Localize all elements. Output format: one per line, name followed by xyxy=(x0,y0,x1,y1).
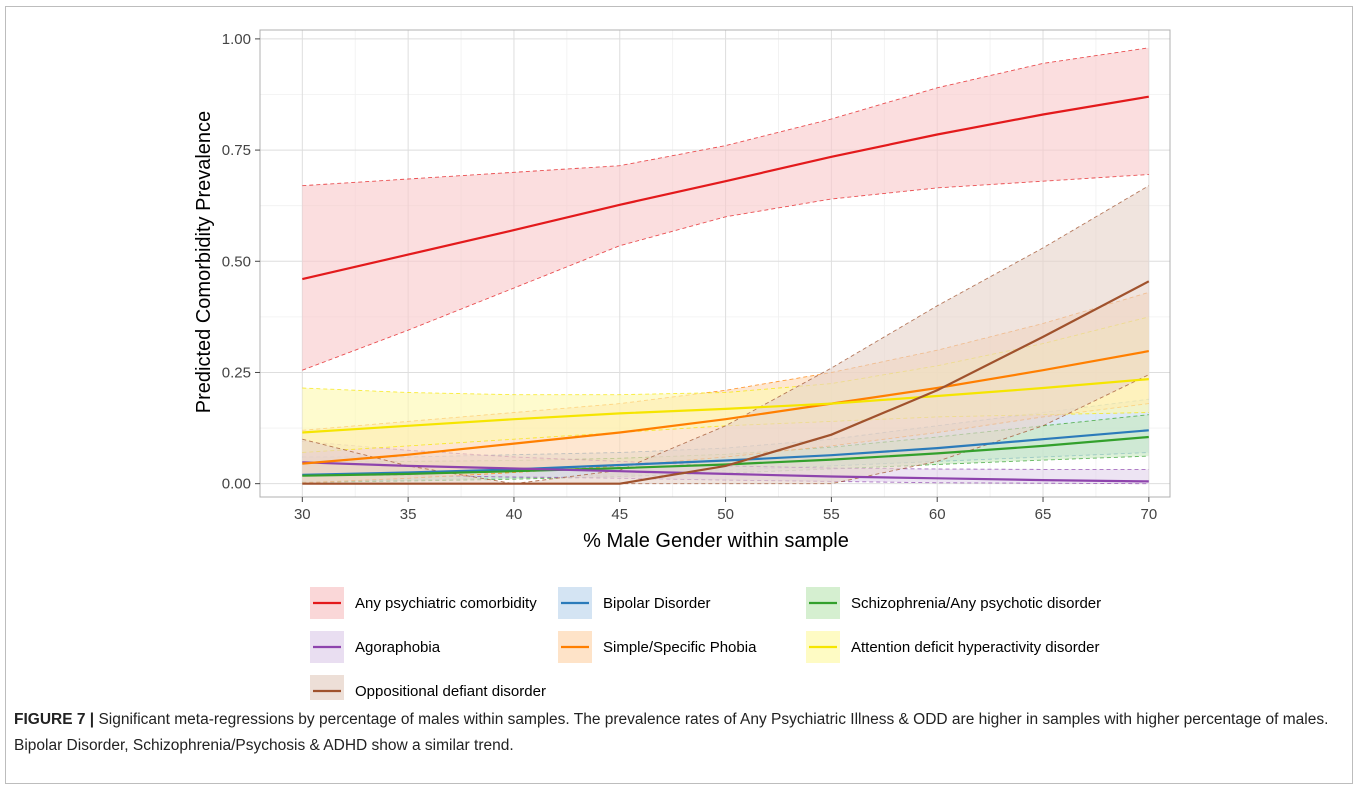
legend-label: Attention deficit hyperactivity disorder xyxy=(851,639,1099,656)
ci-lower-line xyxy=(302,412,1149,453)
ci-upper-line xyxy=(302,47,1149,187)
legend-item: Oppositional defiant disorder xyxy=(310,675,546,700)
figure-label: FIGURE 7 | xyxy=(14,711,95,728)
series-line xyxy=(302,280,1150,485)
legend-label: Bipolar Disorder xyxy=(603,595,711,612)
series-line xyxy=(302,378,1149,434)
chart-svg: 30 35 40 45 50 55 60 65 70 0.00 0.25 0.50 0.75 1.00 P… xyxy=(193,29,1171,700)
series-line xyxy=(302,95,1149,281)
series-line xyxy=(302,461,1149,483)
legend-label: Simple/Specific Phobia xyxy=(603,639,757,656)
x-axis-label: % Male Gender within sample xyxy=(583,530,849,552)
figure-caption: FIGURE 7 | Significant meta-regressions … xyxy=(14,707,1339,759)
ci-upper-line xyxy=(302,185,1150,485)
legend-item: Attention deficit hyperactivity disorder xyxy=(806,631,1099,663)
x-tick-label: 60 xyxy=(929,506,946,523)
series-line xyxy=(302,435,1149,477)
legend-item: Any psychiatric comorbidity xyxy=(310,587,537,619)
y-tick-label: 0.25 xyxy=(222,364,251,381)
legend-item: Bipolar Disorder xyxy=(558,587,711,619)
x-tick-label: 50 xyxy=(717,506,734,523)
y-tick-label: 0.50 xyxy=(222,253,251,270)
legend-label: Any psychiatric comorbidity xyxy=(355,595,537,612)
x-tick-label: 30 xyxy=(294,506,311,523)
legend-key-fill xyxy=(310,675,344,700)
ci-band xyxy=(302,185,1149,484)
series-line xyxy=(302,350,1149,465)
legend-label: Agoraphobia xyxy=(355,639,441,656)
x-tick-label: 70 xyxy=(1140,506,1157,523)
series-lines xyxy=(302,95,1150,485)
legend-label: Oppositional defiant disorder xyxy=(355,683,546,700)
ci-band xyxy=(302,47,1149,371)
legend-item: Agoraphobia xyxy=(310,631,441,663)
x-tick-label: 65 xyxy=(1035,506,1052,523)
ci-band xyxy=(302,441,1149,484)
legend-item: Simple/Specific Phobia xyxy=(558,631,757,663)
axis-ticks: 30 35 40 45 50 55 60 65 70 0.00 0.25 0.50 0.75 1.00 xyxy=(222,31,1157,523)
plot-border xyxy=(259,29,1171,498)
legend-label: Schizophrenia/Any psychotic disorder xyxy=(851,595,1101,612)
x-tick-label: 55 xyxy=(823,506,840,523)
series-line xyxy=(302,429,1149,476)
y-tick-label: 0.00 xyxy=(222,476,251,493)
ci-lower-line xyxy=(302,174,1149,371)
x-tick-label: 40 xyxy=(506,506,523,523)
legend: Any psychiatric comorbidity Bipolar Disor… xyxy=(310,587,1101,700)
legend-item: Schizophrenia/Any psychotic disorder xyxy=(806,587,1101,619)
x-tick-label: 35 xyxy=(400,506,417,523)
y-tick-label: 1.00 xyxy=(222,31,251,48)
y-tick-label: 0.75 xyxy=(222,142,251,159)
x-tick-label: 45 xyxy=(611,506,628,523)
y-axis-label: Predicted Comorbidity Prevalence xyxy=(193,111,215,413)
caption-text: Significant meta-regressions by percenta… xyxy=(14,711,1329,754)
